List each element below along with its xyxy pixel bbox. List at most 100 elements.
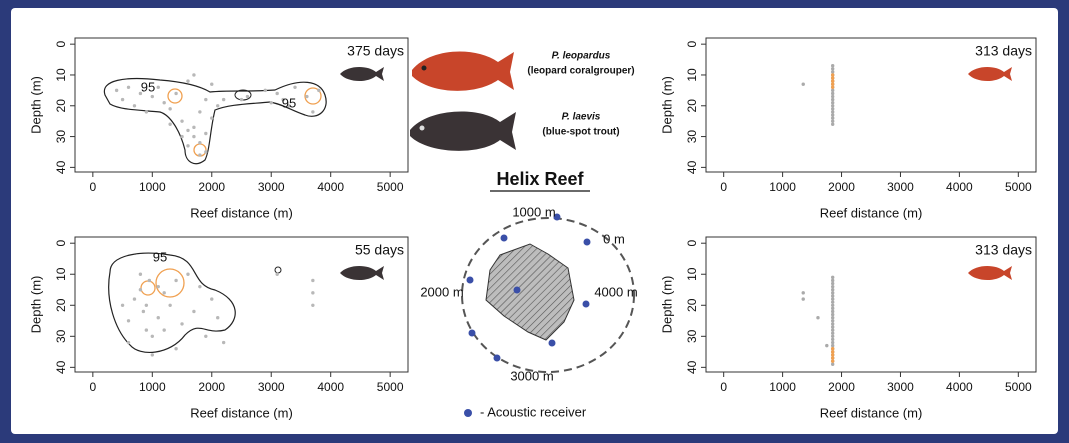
data-point: [830, 70, 835, 74]
data-point: [830, 79, 835, 83]
data-point: [192, 309, 196, 314]
plot-frame: [705, 37, 1037, 173]
data-point: [275, 91, 279, 96]
contour-95: [103, 77, 327, 165]
data-point: [168, 303, 172, 307]
x-axis-label: Reef distance (m): [190, 205, 293, 220]
y-tick-label: 10: [54, 267, 68, 281]
data-point: [150, 334, 155, 339]
data-point: [830, 88, 835, 93]
contour-50: [155, 268, 185, 298]
y-tick-label: 40: [54, 160, 68, 174]
x-tick-label: 1000: [139, 380, 166, 394]
x-tick-label: 5000: [1005, 180, 1032, 194]
data-point: [830, 64, 835, 68]
panel-label: 375 days: [347, 43, 404, 59]
data-point: [830, 328, 835, 332]
distance-label: 1000 m: [512, 204, 555, 219]
data-point: [210, 116, 214, 120]
y-tick-label: 10: [685, 68, 699, 82]
x-axis-label: Reef distance (m): [820, 405, 923, 420]
x-tick-label: 0: [89, 380, 96, 394]
data-point: [210, 297, 214, 301]
data-point: [830, 67, 835, 71]
fish-icon: [968, 265, 1012, 281]
data-point: [830, 82, 835, 86]
data-point: [830, 97, 835, 102]
data-point: [825, 343, 829, 348]
y-axis-label: Depth (m): [28, 276, 43, 334]
data-point: [287, 104, 291, 108]
data-point: [138, 288, 143, 292]
data-point: [830, 356, 835, 360]
species-common: (blue-spot trout): [542, 127, 619, 138]
y-tick-label: 20: [685, 298, 699, 312]
distance-label: 4000 m: [594, 284, 637, 299]
y-tick-label: 10: [54, 68, 68, 82]
data-point: [198, 284, 202, 289]
data-point: [305, 94, 309, 99]
data-point: [830, 331, 835, 335]
x-tick-label: 0: [720, 180, 727, 194]
x-tick-label: 4000: [317, 380, 344, 394]
data-point: [120, 303, 125, 307]
data-point: [281, 97, 285, 102]
data-point: [204, 334, 208, 339]
data-point: [156, 85, 160, 89]
fish-icon: [340, 66, 384, 82]
reef: [485, 243, 575, 341]
data-point: [210, 82, 214, 86]
data-point: [138, 272, 143, 276]
data-point: [221, 340, 226, 345]
data-point: [830, 309, 835, 314]
data-point: [186, 79, 190, 83]
data-point: [830, 350, 835, 354]
data-point: [311, 278, 315, 283]
x-tick-label: 0: [720, 380, 727, 394]
data-point: [830, 275, 835, 280]
data-point: [830, 312, 835, 317]
data-point: [192, 125, 196, 130]
data-point: [830, 291, 835, 295]
data-point: [830, 325, 835, 329]
x-tick-label: 0: [89, 180, 96, 194]
data-point: [275, 272, 279, 276]
data-point: [830, 110, 835, 114]
x-tick-label: 2000: [198, 180, 225, 194]
data-point: [830, 94, 835, 99]
distance-label: 3000 m: [510, 368, 553, 383]
data-point: [198, 110, 202, 114]
y-tick-label: 20: [685, 99, 699, 113]
data-point: [830, 113, 835, 117]
data-point: [830, 284, 835, 289]
data-point: [830, 300, 835, 304]
data-point: [269, 100, 273, 105]
data-point: [311, 110, 315, 114]
data-point: [317, 88, 321, 93]
data-point: [132, 297, 137, 301]
data-point: [801, 82, 805, 86]
x-tick-label: 2000: [828, 180, 855, 194]
contour-50: [304, 87, 322, 105]
y-tick-label: 20: [54, 99, 68, 113]
data-point: [830, 337, 835, 342]
x-tick-label: 3000: [258, 380, 285, 394]
data-point: [830, 297, 835, 301]
data-point: [156, 284, 160, 289]
data-point: [830, 359, 835, 363]
data-point: [144, 328, 149, 332]
species-name: P. leopardus: [552, 51, 611, 62]
x-tick-label: 1000: [769, 380, 796, 394]
data-point: [120, 97, 125, 102]
data-point: [174, 91, 178, 96]
data-point: [830, 322, 835, 326]
panel-label: 313 days: [975, 43, 1032, 59]
y-tick-label: 40: [54, 360, 68, 374]
data-point: [198, 141, 202, 145]
data-point: [162, 291, 166, 295]
x-tick-label: 3000: [887, 380, 914, 394]
data-point: [168, 122, 172, 126]
distance-label: 0 m: [603, 231, 625, 246]
data-point: [150, 353, 155, 357]
data-point: [801, 297, 805, 301]
